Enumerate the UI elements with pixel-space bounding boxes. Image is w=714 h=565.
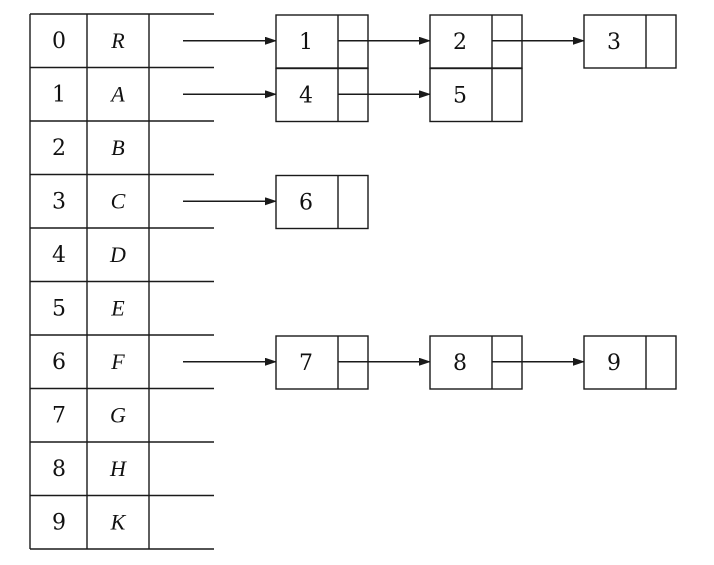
row-index: 4 xyxy=(52,243,66,268)
list-node: 3 xyxy=(584,15,676,68)
row-index: 1 xyxy=(52,82,66,107)
node-value: 8 xyxy=(453,351,467,376)
row-index: 8 xyxy=(52,457,66,482)
row-label: F xyxy=(110,349,125,374)
row-label: R xyxy=(110,28,125,53)
node-box xyxy=(276,69,368,122)
row-label: C xyxy=(111,188,126,213)
list-node: 1 xyxy=(276,15,368,68)
list-node: 8 xyxy=(430,336,522,389)
node-box xyxy=(584,15,676,68)
row-index: 5 xyxy=(52,296,66,321)
row-index: 6 xyxy=(52,350,66,375)
row-label: K xyxy=(110,509,127,534)
node-box xyxy=(276,176,368,229)
node-box xyxy=(276,15,368,68)
node-value: 9 xyxy=(607,351,621,376)
node-value: 7 xyxy=(299,351,313,376)
node-box xyxy=(430,336,522,389)
list-node: 4 xyxy=(276,69,368,122)
row-label: B xyxy=(111,135,124,160)
row-label: E xyxy=(110,295,125,320)
node-box xyxy=(430,15,522,68)
node-value: 6 xyxy=(299,190,313,215)
node-value: 3 xyxy=(607,30,621,55)
node-box xyxy=(276,336,368,389)
row-index: 0 xyxy=(52,29,66,54)
node-value: 1 xyxy=(299,30,313,55)
list-node: 7 xyxy=(276,336,368,389)
node-value: 4 xyxy=(299,83,313,108)
node-value: 5 xyxy=(453,83,467,108)
row-label: A xyxy=(109,81,125,106)
linked-chains: 1 2 3 4 5 6 7 8 9 xyxy=(183,15,676,389)
node-value: 2 xyxy=(453,30,467,55)
row-index: 2 xyxy=(52,136,66,161)
row-label: G xyxy=(110,402,126,427)
node-box xyxy=(584,336,676,389)
list-node: 9 xyxy=(584,336,676,389)
row-index: 3 xyxy=(52,189,66,214)
row-index: 7 xyxy=(52,403,66,428)
row-label: H xyxy=(109,456,127,481)
list-node: 2 xyxy=(430,15,522,68)
row-index: 9 xyxy=(52,510,66,535)
list-node: 6 xyxy=(276,176,368,229)
row-label: D xyxy=(109,242,126,267)
node-box xyxy=(430,69,522,122)
list-node: 5 xyxy=(430,69,522,122)
